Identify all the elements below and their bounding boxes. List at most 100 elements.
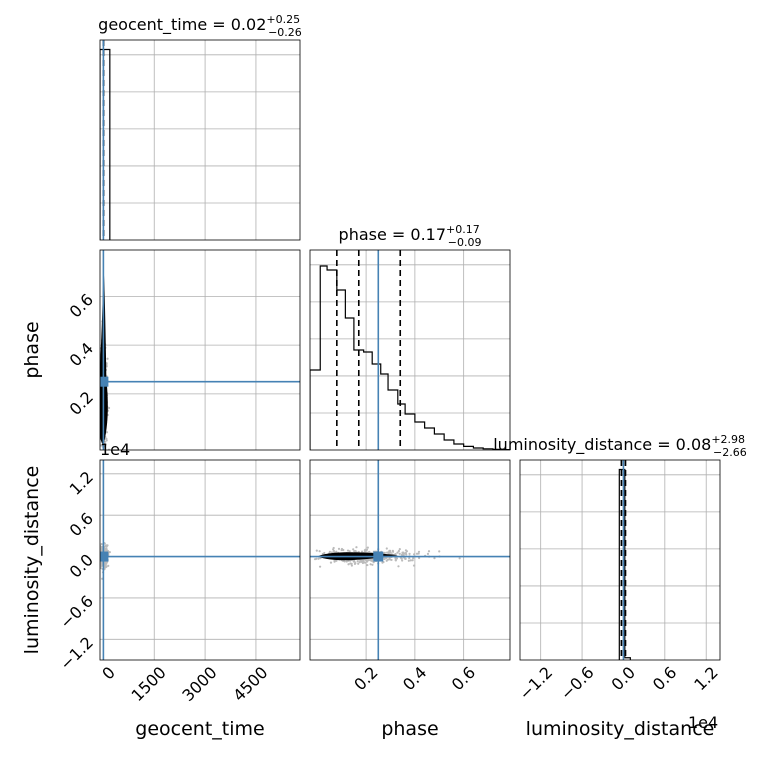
xtick-label-luminosity_distance-0: −1.2 [515,663,556,704]
yaxis-scale-label: 1e4 [100,440,130,459]
sample-point [347,563,350,566]
sample-point [412,564,416,567]
sample-point [315,557,318,560]
sample-point [403,552,406,555]
truth-marker [373,551,384,562]
sample-point [426,552,430,555]
sample-point [381,561,384,564]
sample-point [427,550,431,553]
truth-marker [100,376,109,387]
sample-point [104,440,107,443]
ytick-label-luminosity_distance-3: 0.6 [66,509,97,540]
diag-panel-phase [310,250,510,450]
panel-20-frame [99,459,301,661]
sample-point [335,550,338,553]
sample-point [348,550,351,553]
xtick-label-phase-0: 0.2 [350,663,381,694]
sample-point [352,560,355,563]
sample-point [95,372,97,374]
sample-point [458,557,461,560]
hist-phase [310,265,510,450]
sample-point [100,547,102,550]
ytick-label-luminosity_distance-1: −0.6 [56,592,97,633]
sample-point [337,547,341,550]
sample-point [407,559,410,562]
sample-point [412,557,415,560]
sample-point [108,551,111,554]
sample-point [398,552,401,555]
sample-point [100,563,103,566]
sample-point [98,569,100,571]
sample-point [369,563,372,566]
sample-point [96,554,98,556]
sample-point [383,551,386,554]
title-value-luminosity_distance: luminosity_distance = 0.08 [493,435,711,455]
diag-luminosity_distance-frame [519,459,721,661]
sample-point [106,357,109,360]
sample-point [438,550,441,553]
sample-point [433,557,436,560]
title-luminosity_distance: luminosity_distance = 0.08+2.98 −2.66 [493,433,747,459]
sample-point [107,463,109,465]
sample-point [366,563,369,567]
sample-point [315,549,318,552]
sample-point [345,560,348,563]
ytick-label-phase-0: 0.2 [66,388,97,419]
sample-point [105,565,108,568]
sample-point [404,557,407,560]
xaxis-label-luminosity_distance: luminosity_distance [526,718,715,740]
panel-10-frame [99,249,301,451]
title-minus-luminosity_distance: −2.66 [713,446,747,459]
sample-point [385,559,388,562]
xtick-label-geocent_time-2: 3000 [178,663,220,705]
sample-point [400,557,403,560]
sample-point [105,431,109,434]
sample-point [391,549,394,553]
sample-point [353,562,357,566]
diag-panel-luminosity_distance [520,460,720,660]
sample-point [96,394,98,396]
sample-point [355,546,358,549]
xtick-label-geocent_time-3: 4500 [229,663,271,705]
sample-point [363,561,367,564]
sample-point [98,374,100,376]
ytick-label-luminosity_distance-4: 1.2 [66,467,97,498]
title-phase: phase = 0.17+0.17 −0.09 [339,223,482,249]
sample-point [97,549,99,551]
sample-point [417,552,420,555]
sample-point [105,544,108,547]
density-core [100,267,108,446]
sample-point [409,559,412,562]
sample-point [390,558,393,562]
xtick-label-geocent_time-0: 0 [98,663,119,684]
sample-point [404,549,408,552]
sample-point [318,550,321,553]
title-plus-luminosity_distance: +2.98 [711,433,745,446]
sample-point [361,560,365,563]
sample-point [97,422,99,424]
title-minus-geocent_time: −0.26 [268,26,302,39]
ytick-label-phase-2: 0.6 [66,290,97,321]
title-minus-phase: −0.09 [448,236,482,249]
sample-point [365,560,369,563]
sample-point [105,547,108,551]
sample-point [398,548,401,551]
sample-point [105,439,108,442]
sample-point [418,556,421,560]
sample-point [408,557,411,560]
sample-point [356,560,359,563]
sample-point [412,553,416,556]
panel-21-frame [309,459,511,661]
sample-point [105,437,108,440]
sample-point [357,562,360,565]
ytick-label-phase-1: 0.4 [66,339,97,370]
sample-point [342,548,345,552]
sample-point [388,551,391,554]
panel-luminosity_distance-vs-phase [310,460,510,660]
sample-point [98,555,100,557]
sample-point [358,561,361,564]
xtick-label-luminosity_distance-3: 0.6 [649,663,680,694]
sample-point [397,549,400,553]
sample-point [371,559,374,562]
